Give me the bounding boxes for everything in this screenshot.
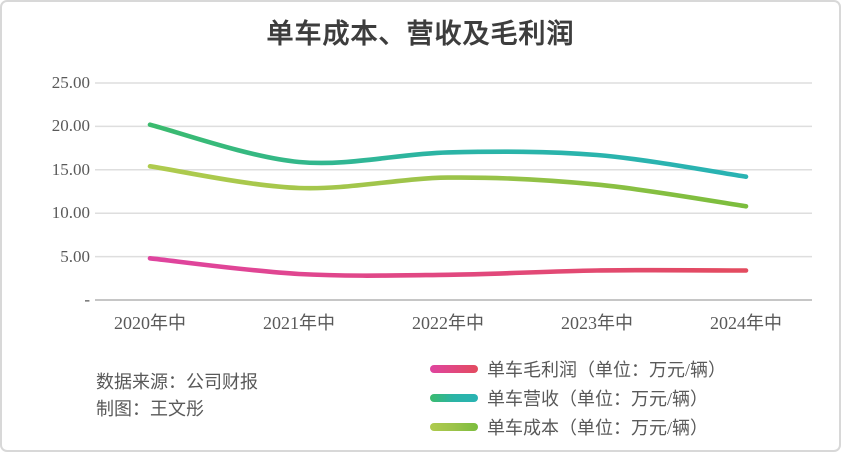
legend-label: 单车毛利润（单位：万元/辆） bbox=[487, 359, 726, 380]
legend-swatch-profit bbox=[430, 364, 478, 373]
y-axis-tick: - bbox=[84, 290, 90, 309]
legend-item-revenue: 单车营收（单位：万元/辆） bbox=[430, 383, 726, 412]
x-axis-tick: 2020年中 bbox=[114, 313, 186, 333]
y-axis-tick: 5.00 bbox=[60, 247, 90, 266]
series-line-2 bbox=[147, 122, 749, 179]
chart-title: 单车成本、营收及毛利润 bbox=[266, 19, 575, 49]
legend: 单车毛利润（单位：万元/辆） 单车营收（单位：万元/辆） 单车成本（单位：万元/… bbox=[430, 354, 726, 441]
data-source-line: 数据来源：公司财报 bbox=[96, 372, 258, 392]
legend-swatch-cost bbox=[430, 422, 478, 431]
y-axis-tick: 15.00 bbox=[51, 160, 90, 179]
legend-label: 单车成本（单位：万元/辆） bbox=[487, 417, 708, 438]
x-axis-tick: 2024年中 bbox=[710, 313, 782, 333]
y-axis-tick: 10.00 bbox=[51, 203, 90, 222]
x-axis-tick: 2021年中 bbox=[263, 313, 335, 333]
legend-item-cost: 单车成本（单位：万元/辆） bbox=[430, 412, 726, 441]
x-axis-tick: 2022年中 bbox=[412, 313, 484, 333]
y-axis-tick: 25.00 bbox=[51, 73, 90, 92]
series-line-3 bbox=[147, 164, 749, 209]
series-line-1 bbox=[147, 256, 749, 278]
legend-item-profit: 单车毛利润（单位：万元/辆） bbox=[430, 354, 726, 383]
legend-swatch-revenue bbox=[430, 393, 478, 402]
legend-label: 单车营收（单位：万元/辆） bbox=[487, 388, 708, 409]
source-note: 数据来源：公司财报 制图：王文彤 bbox=[96, 369, 258, 423]
x-axis-tick: 2023年中 bbox=[561, 313, 633, 333]
credit-line: 制图：王文彤 bbox=[96, 399, 204, 419]
y-axis-tick: 20.00 bbox=[51, 116, 90, 135]
